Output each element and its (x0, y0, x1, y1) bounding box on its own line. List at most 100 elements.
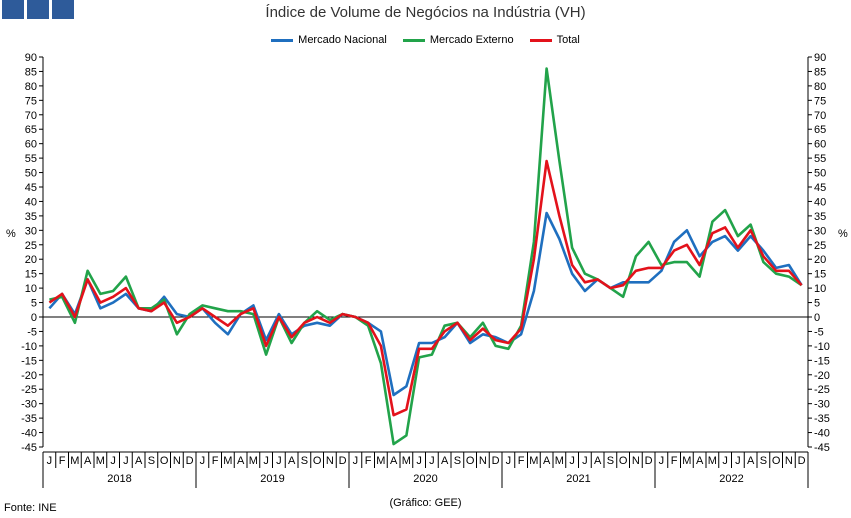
x-tick-label: A (288, 455, 296, 467)
y-tick-label-left: 0 (31, 312, 37, 324)
x-tick-label: J (735, 455, 741, 467)
legend-label: Mercado Nacional (298, 34, 387, 46)
x-tick-label: O (313, 455, 322, 467)
series-line-mercado-nacional (48, 211, 803, 397)
x-tick-label: N (326, 455, 334, 467)
legend-label: Mercado Externo (429, 34, 514, 46)
x-tick-label: M (708, 455, 717, 467)
series-line-total (48, 159, 803, 417)
x-tick-label: N (785, 455, 793, 467)
y-tick-label-left: -5 (27, 326, 37, 338)
y-tick-label-right: 5 (814, 298, 820, 310)
y-tick-label-left: -45 (21, 442, 37, 454)
year-label: 2019 (260, 473, 284, 485)
x-tick-label: N (632, 455, 640, 467)
y-tick-label-right: 50 (814, 168, 826, 180)
y-tick-label-left: 55 (25, 153, 37, 165)
x-tick-label: O (160, 455, 169, 467)
legend-swatch (529, 38, 552, 42)
y-tick-label-right: 60 (814, 139, 826, 151)
x-tick-label: M (96, 455, 105, 467)
x-tick-label: A (237, 455, 245, 467)
x-tick-label: D (339, 455, 347, 467)
y-tick-label-right: 25 (814, 240, 826, 252)
y-tick-label-right: 0 (814, 312, 820, 324)
x-tick-label: D (186, 455, 194, 467)
y-tick-label-left: 10 (25, 283, 37, 295)
y-tick-label-right: 70 (814, 110, 826, 122)
y-tick-label-left: 60 (25, 139, 37, 151)
chart-credit: (Gráfico: GEE) (389, 497, 462, 509)
x-tick-label: A (441, 455, 449, 467)
logo-square (52, 0, 74, 19)
source-note: Fonte: INE (4, 502, 57, 514)
y-tick-label-right: 80 (814, 81, 826, 93)
y-tick-label-right: 35 (814, 211, 826, 223)
x-tick-label: M (249, 455, 258, 467)
chart-legend: Mercado Nacional Mercado Externo Total (0, 34, 851, 46)
x-tick-label: J (582, 455, 588, 467)
x-tick-label: N (173, 455, 181, 467)
x-tick-label: J (506, 455, 512, 467)
x-tick-label: J (353, 455, 359, 467)
y-tick-label-left: 45 (25, 182, 37, 194)
x-tick-label: D (645, 455, 653, 467)
y-tick-label-right: -40 (814, 428, 830, 440)
y-tick-label-right: 45 (814, 182, 826, 194)
y-tick-label-right: 30 (814, 225, 826, 237)
x-tick-label: J (569, 455, 575, 467)
x-tick-label: F (518, 455, 525, 467)
y-tick-label-right: -35 (814, 413, 830, 425)
series-line-mercado-externo (49, 67, 803, 446)
y-tick-label-right: 65 (814, 124, 826, 136)
y-tick-label-left: 65 (25, 124, 37, 136)
y-tick-label-right: 90 (814, 52, 826, 64)
x-tick-label: A (84, 455, 92, 467)
y-tick-label-right: -30 (814, 399, 830, 411)
y-tick-label-left: 20 (25, 254, 37, 266)
y-tick-label-left: 90 (25, 52, 37, 64)
x-tick-label: S (607, 455, 614, 467)
x-tick-label: J (110, 455, 116, 467)
logo-square (2, 0, 24, 19)
x-tick-label: M (70, 455, 79, 467)
x-tick-label: F (365, 455, 372, 467)
x-tick-label: J (123, 455, 129, 467)
x-tick-label: J (276, 455, 282, 467)
x-tick-label: A (696, 455, 704, 467)
legend-swatch (402, 38, 425, 42)
y-tick-label-right: -5 (814, 326, 824, 338)
y-tick-label-right: 85 (814, 66, 826, 78)
y-tick-label-right: -10 (814, 341, 830, 353)
x-tick-label: O (619, 455, 628, 467)
chart-title: Índice de Volume de Negócios na Indústri… (265, 4, 586, 21)
y-tick-label-left: -30 (21, 399, 37, 411)
year-label: 2020 (413, 473, 437, 485)
y-tick-label-left: -25 (21, 384, 37, 396)
x-tick-label: M (529, 455, 538, 467)
y-tick-label-left: 40 (25, 196, 37, 208)
x-tick-label: D (798, 455, 806, 467)
y-tick-label-right: 40 (814, 196, 826, 208)
y-tick-label-right: 10 (814, 283, 826, 295)
y-tick-label-left: 75 (25, 95, 37, 107)
y-tick-label-left: 35 (25, 211, 37, 223)
legend-item-mercado-externo: Mercado Externo (402, 34, 514, 46)
y-tick-label-left: -35 (21, 413, 37, 425)
y-tick-label-left: -40 (21, 428, 37, 440)
x-tick-label: M (682, 455, 691, 467)
x-tick-label: S (760, 455, 767, 467)
y-tick-label-left: 70 (25, 110, 37, 122)
x-tick-label: A (390, 455, 398, 467)
legend-item-mercado-nacional: Mercado Nacional (271, 34, 387, 46)
y-tick-label-left: 15 (25, 269, 37, 281)
x-tick-label: J (263, 455, 269, 467)
x-tick-label: J (200, 455, 206, 467)
y-tick-label-left: -15 (21, 355, 37, 367)
legend-label: Total (556, 34, 580, 46)
x-tick-label: J (722, 455, 728, 467)
y-tick-label-right: -15 (814, 355, 830, 367)
x-tick-label: A (543, 455, 551, 467)
y-axis-title-left: % (6, 228, 16, 240)
